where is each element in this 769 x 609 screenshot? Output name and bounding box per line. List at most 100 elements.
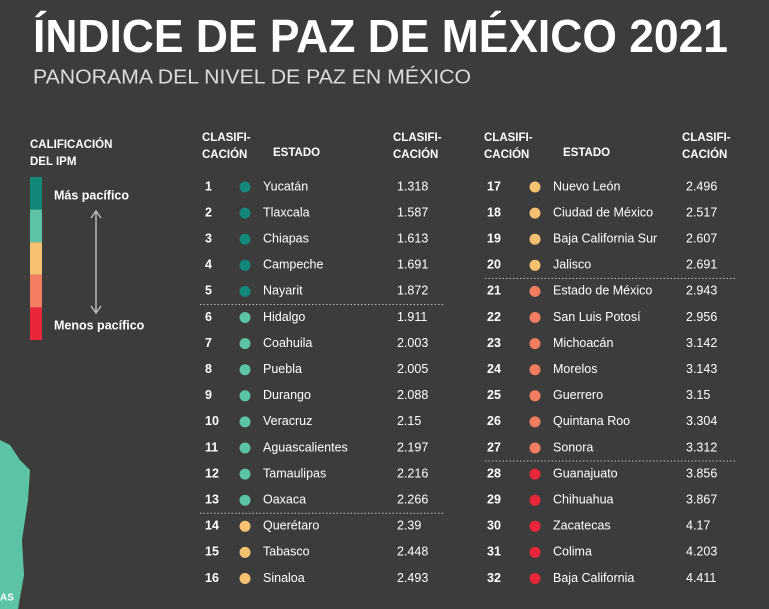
rank: 10 <box>205 414 219 428</box>
score: 2.448 <box>397 545 428 559</box>
state: Tabasco <box>263 545 310 559</box>
rank: 28 <box>487 466 501 480</box>
score: 1.911 <box>397 310 427 324</box>
map-label: AS <box>0 593 14 604</box>
legend-arrow <box>90 209 102 315</box>
legend-bottom-label: Menos pacífico <box>54 318 145 332</box>
header-rank: CLASIFI- <box>202 132 251 144</box>
legend-swatch <box>30 209 42 243</box>
group-dot <box>529 181 541 193</box>
state: Guerrero <box>553 388 603 402</box>
group-dot <box>529 207 541 219</box>
group-dot <box>239 338 251 350</box>
state: Hidalgo <box>263 310 305 324</box>
group-dot <box>239 442 251 454</box>
group-dot <box>529 573 541 584</box>
state: Morelos <box>553 362 597 376</box>
rank: 18 <box>487 205 501 219</box>
rank: 21 <box>487 284 501 298</box>
group-dot <box>239 312 251 323</box>
group-dot <box>239 468 251 480</box>
state: Colima <box>553 545 592 559</box>
rank: 30 <box>487 519 501 533</box>
score: 2.197 <box>397 440 428 454</box>
score: 2.607 <box>686 231 717 245</box>
score: 2.956 <box>686 310 717 324</box>
state: Durango <box>263 388 311 402</box>
legend-swatch <box>30 307 42 340</box>
rank: 13 <box>205 492 219 506</box>
score: 1.872 <box>397 284 428 298</box>
score: 2.517 <box>686 205 717 219</box>
score: 2.496 <box>686 179 717 193</box>
rank: 29 <box>487 492 501 506</box>
rank: 14 <box>205 519 219 533</box>
header-rank: CACIÓN <box>202 148 247 161</box>
score: 2.003 <box>397 336 428 350</box>
score: 1.587 <box>397 205 428 219</box>
state: Oaxaca <box>263 492 306 506</box>
rank: 15 <box>205 545 219 559</box>
score: 3.143 <box>686 362 717 376</box>
header-state: ESTADO <box>563 147 610 159</box>
score: 2.15 <box>397 414 421 428</box>
group-dot <box>529 390 541 402</box>
group-dot <box>529 338 541 350</box>
rank: 27 <box>487 440 501 454</box>
group-dot <box>239 573 251 584</box>
group-dot <box>239 416 251 428</box>
state: Tlaxcala <box>263 205 310 219</box>
state: Estado de México <box>553 284 652 298</box>
state: Quintana Roo <box>553 414 630 428</box>
rank: 22 <box>487 310 501 324</box>
group-dot <box>529 416 541 428</box>
state: Aguascalientes <box>263 440 348 454</box>
header-rank: CACIÓN <box>484 148 529 161</box>
state: Guanajuato <box>553 466 618 480</box>
rank: 31 <box>487 545 501 559</box>
score: 3.856 <box>686 466 717 480</box>
state: Baja California <box>553 571 634 585</box>
rank: 26 <box>487 414 501 428</box>
rank: 6 <box>205 310 212 324</box>
group-dot <box>529 468 541 480</box>
group-dot <box>239 233 251 245</box>
rank: 11 <box>205 440 218 454</box>
score: 2.005 <box>397 362 428 376</box>
map-fragment <box>0 440 30 609</box>
state: Jalisco <box>553 258 591 272</box>
rank: 16 <box>205 571 219 585</box>
rank: 24 <box>487 362 501 376</box>
state: Nayarit <box>263 284 303 298</box>
legend-swatch <box>30 177 42 210</box>
state: Ciudad de México <box>553 205 653 219</box>
group-dot <box>529 520 541 532</box>
group-dot <box>239 181 251 193</box>
rank: 19 <box>487 231 501 245</box>
group-dot <box>529 285 541 297</box>
group-dot <box>529 546 541 558</box>
group-dot <box>529 233 541 245</box>
score: 1.318 <box>397 179 428 193</box>
state: Sonora <box>553 440 593 454</box>
rank: 9 <box>205 388 212 402</box>
group-dot <box>239 494 251 506</box>
legend-title: CALIFICACIÓN <box>30 138 112 151</box>
score: 4.203 <box>686 545 717 559</box>
score: 4.17 <box>686 519 710 533</box>
score: 2.943 <box>686 284 717 298</box>
rank: 3 <box>205 231 212 245</box>
legend-title: DEL IPM <box>30 156 76 168</box>
legend-swatch <box>30 274 42 308</box>
group-dot <box>529 259 541 271</box>
score: 3.304 <box>686 414 717 428</box>
rank: 17 <box>487 179 501 193</box>
group-dot <box>239 390 251 402</box>
score: 3.867 <box>686 492 717 506</box>
header-rank: CLASIFI- <box>484 132 533 144</box>
score: 3.142 <box>686 336 717 350</box>
score: 4.411 <box>686 571 716 585</box>
group-dot <box>529 364 541 376</box>
state: Campeche <box>263 258 323 272</box>
